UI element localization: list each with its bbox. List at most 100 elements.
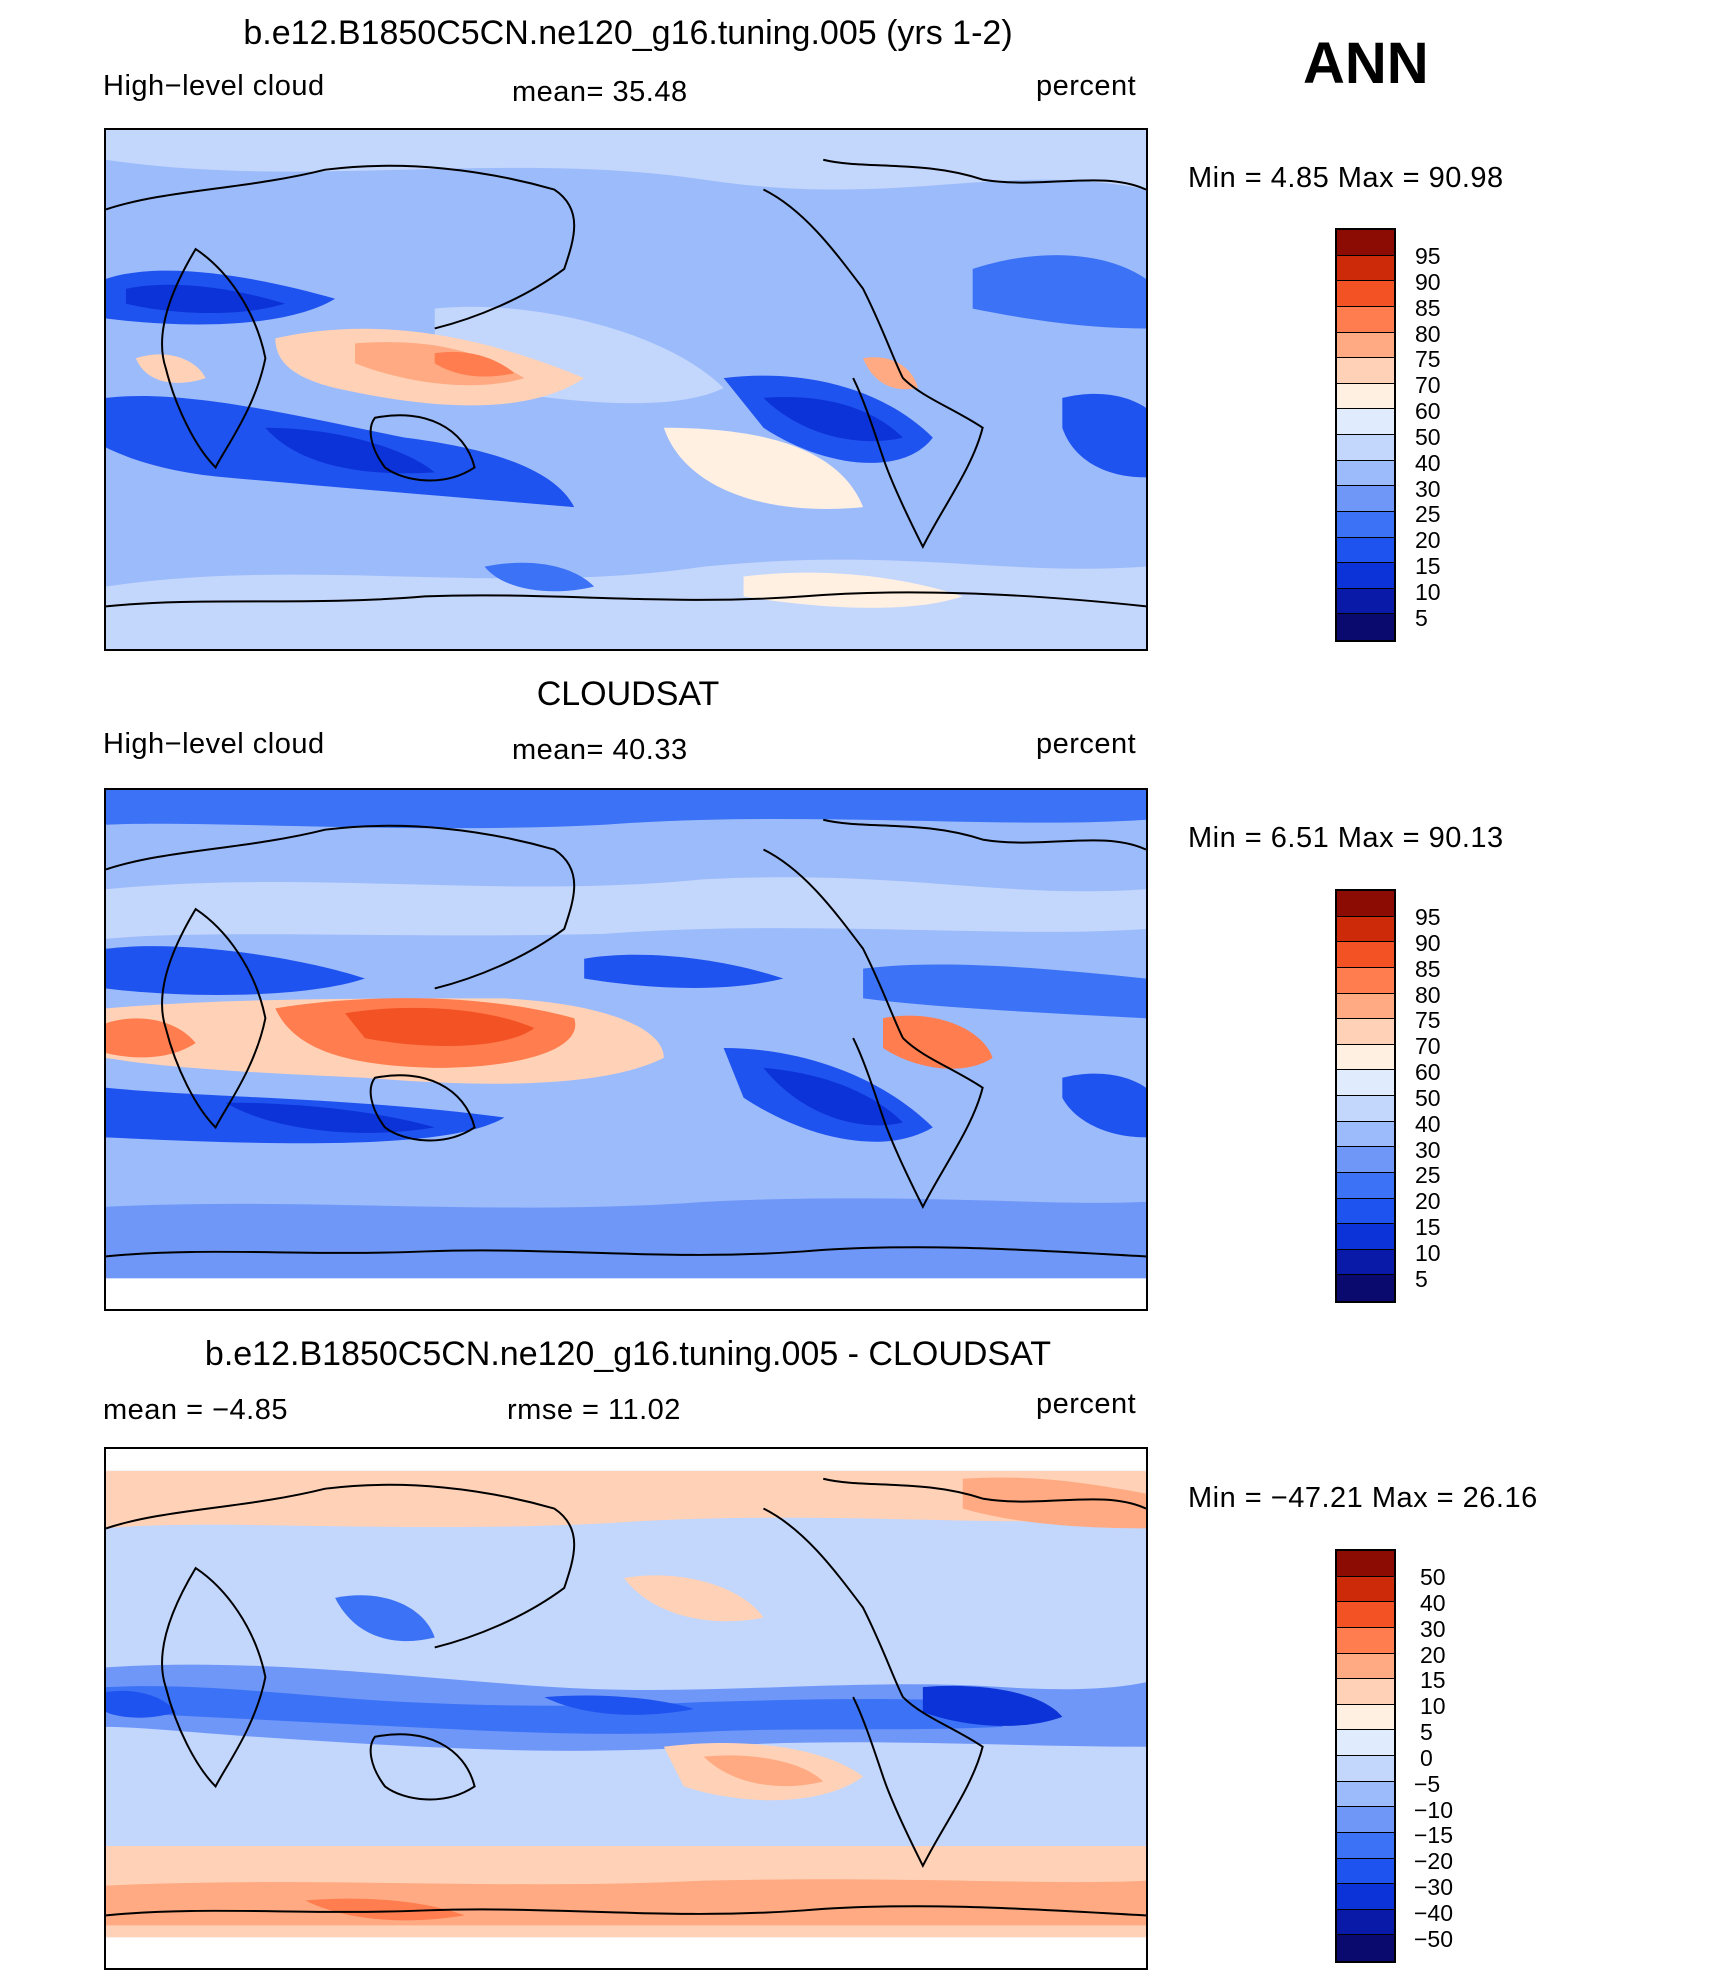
panel-1-colorbar-tick: 70 [1415, 372, 1441, 398]
panel-3-colorbar-tick: 20 [1420, 1642, 1446, 1668]
panel-1-colorbar-swatch [1337, 511, 1394, 538]
panel-2-colorbar-tick: 60 [1415, 1059, 1441, 1085]
panel-2-title: CLOUDSAT [536, 675, 720, 713]
panel-3-colorbar-tick: −10 [1414, 1797, 1454, 1823]
panel-2-colorbar-tick: 95 [1415, 904, 1441, 930]
panel-2-colorbar-tick: 10 [1415, 1240, 1441, 1266]
panel-1-colorbar-swatch [1337, 409, 1394, 435]
panel-1-colorbar-swatch [1337, 383, 1394, 410]
panel-1-map [104, 128, 1148, 651]
panel-1-colorbar-swatch [1337, 358, 1394, 384]
panel-3-colorbar-tick: −40 [1414, 1900, 1454, 1926]
panel-2-colorbar-swatch [1337, 967, 1394, 994]
panel-3-colorbar-swatch [1337, 1653, 1394, 1680]
panel-1-units-label: percent [1036, 70, 1137, 102]
panel-3-colorbar-tick: −20 [1414, 1848, 1454, 1874]
panel-1-colorbar-swatch [1337, 435, 1394, 461]
panel-2-colorbar-tick: 5 [1415, 1266, 1428, 1292]
panel-3-colorbar-tick: 15 [1420, 1667, 1446, 1693]
panel-3-colorbar-tick: 50 [1420, 1564, 1446, 1590]
panel-2-colorbar-swatch [1337, 916, 1394, 943]
panel-3-colorbar-tick: −15 [1414, 1822, 1454, 1848]
panel-1-colorbar-swatch [1337, 230, 1394, 256]
panel-2-colorbar-tick: 85 [1415, 956, 1441, 982]
panel-3-colorbar-swatch [1337, 1884, 1394, 1910]
panel-1-colorbar-swatch [1337, 306, 1394, 333]
panel-2-colorbar-swatch [1337, 1172, 1394, 1199]
panel-1-colorbar-swatch [1337, 537, 1394, 564]
panel-2-colorbar-tick: 90 [1415, 930, 1441, 956]
panel-1-variable-label: High−level cloud [103, 70, 325, 102]
panel-3-colorbar-tick: −30 [1414, 1874, 1454, 1900]
panel-1-colorbar-tick: 5 [1415, 605, 1428, 631]
panel-1-colorbar-swatch [1337, 332, 1394, 359]
panel-1-colorbar [1335, 228, 1396, 642]
panel-1-colorbar-tick: 20 [1415, 527, 1441, 553]
panel-3-colorbar [1335, 1549, 1396, 1963]
panel-3-colorbar-swatch [1337, 1730, 1394, 1756]
panel-3-title: b.e12.B1850C5CN.ne120_g16.tuning.005 - C… [204, 1335, 1052, 1373]
panel-1-mean-label: mean= 35.48 [512, 76, 688, 108]
panel-2-colorbar-swatch [1337, 1044, 1394, 1071]
panel-2-colorbar-swatch [1337, 993, 1394, 1020]
panel-3-colorbar-swatch [1337, 1576, 1394, 1603]
panel-3-colorbar-swatch [1337, 1704, 1394, 1731]
panel-1-colorbar-tick: 85 [1415, 295, 1441, 321]
panel-3-colorbar-swatch [1337, 1781, 1394, 1808]
panel-2-colorbar-swatch [1337, 1147, 1394, 1173]
panel-2-map [104, 788, 1148, 1311]
panel-2-colorbar-tick: 15 [1415, 1214, 1441, 1240]
panel-3-units-label: percent [1036, 1388, 1137, 1420]
panel-1-minmax: Min = 4.85 Max = 90.98 [1188, 162, 1504, 194]
panel-3-map [104, 1447, 1148, 1970]
panel-3-colorbar-swatch [1337, 1807, 1394, 1833]
season-label: ANN [1303, 31, 1429, 96]
panel-2-colorbar-swatch [1337, 1249, 1394, 1276]
panel-1-colorbar-swatch [1337, 563, 1394, 589]
panel-3-colorbar-tick: 10 [1420, 1693, 1446, 1719]
panel-2-colorbar-swatch [1337, 1019, 1394, 1045]
panel-2-colorbar-swatch [1337, 1070, 1394, 1096]
panel-3-colorbar-swatch [1337, 1756, 1394, 1782]
panel-2-colorbar-swatch [1337, 942, 1394, 968]
panel-3-colorbar-swatch [1337, 1832, 1394, 1859]
panel-3-colorbar-swatch [1337, 1551, 1394, 1577]
panel-1-colorbar-tick: 15 [1415, 553, 1441, 579]
panel-3-colorbar-tick: 5 [1420, 1719, 1433, 1745]
panel-3-rmse-label: rmse = 11.02 [507, 1394, 681, 1426]
panel-3-colorbar-tick: 30 [1420, 1616, 1446, 1642]
panel-2-colorbar-swatch [1337, 891, 1394, 917]
panel-2-colorbar-tick: 80 [1415, 982, 1441, 1008]
panel-3-colorbar-swatch [1337, 1602, 1394, 1628]
panel-2-mean-label: mean= 40.33 [512, 734, 688, 766]
panel-2-colorbar-swatch [1337, 1121, 1394, 1148]
panel-1-colorbar-tick: 40 [1415, 450, 1441, 476]
panel-2-minmax: Min = 6.51 Max = 90.13 [1188, 822, 1504, 854]
panel-2-colorbar-swatch [1337, 1275, 1394, 1301]
panel-3-colorbar-tick: −5 [1414, 1771, 1441, 1797]
panel-3-colorbar-swatch [1337, 1858, 1394, 1885]
panel-1-colorbar-tick: 25 [1415, 501, 1441, 527]
panel-1-colorbar-tick: 60 [1415, 398, 1441, 424]
panel-2-variable-label: High−level cloud [103, 728, 325, 760]
panel-2-colorbar-swatch [1337, 1096, 1394, 1122]
panel-1-colorbar-swatch [1337, 281, 1394, 307]
panel-3-colorbar-swatch [1337, 1909, 1394, 1936]
panel-2-colorbar-tick: 70 [1415, 1033, 1441, 1059]
panel-1-colorbar-tick: 90 [1415, 269, 1441, 295]
panel-2-units-label: percent [1036, 728, 1137, 760]
panel-1-colorbar-tick: 10 [1415, 579, 1441, 605]
panel-2-colorbar-tick: 75 [1415, 1007, 1441, 1033]
panel-1-title: b.e12.B1850C5CN.ne120_g16.tuning.005 (yr… [243, 14, 1013, 52]
panel-1-colorbar-tick: 95 [1415, 243, 1441, 269]
panel-1-colorbar-swatch [1337, 614, 1394, 640]
panel-2-colorbar-swatch [1337, 1224, 1394, 1250]
panel-2-colorbar-tick: 20 [1415, 1188, 1441, 1214]
panel-1-colorbar-swatch [1337, 486, 1394, 512]
panel-1-colorbar-swatch [1337, 255, 1394, 282]
panel-3-colorbar-tick: −50 [1414, 1926, 1454, 1952]
panel-1-colorbar-tick: 50 [1415, 424, 1441, 450]
panel-2-colorbar-tick: 40 [1415, 1111, 1441, 1137]
panel-3-minmax: Min = −47.21 Max = 26.16 [1188, 1482, 1538, 1514]
panel-3-colorbar-tick: 0 [1420, 1745, 1433, 1771]
